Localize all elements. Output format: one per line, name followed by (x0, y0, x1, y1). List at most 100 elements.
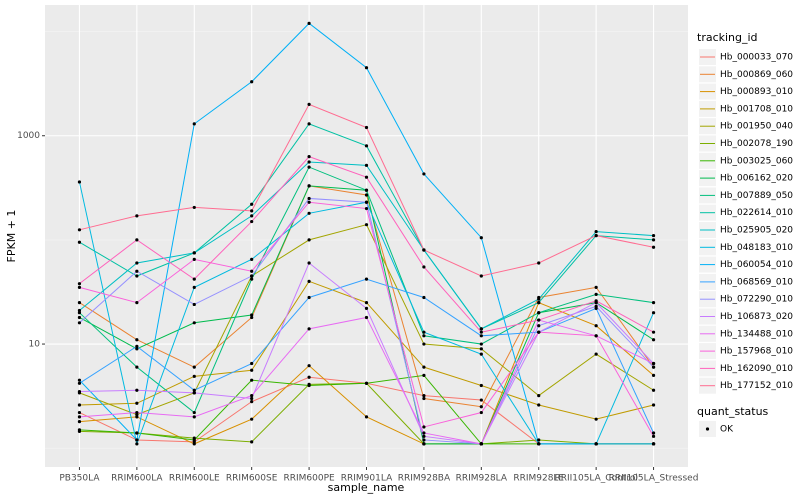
data-point (307, 383, 311, 388)
x-tick-label: RRIM928LE (513, 474, 564, 484)
data-point (422, 365, 426, 369)
data-point (537, 261, 541, 265)
data-point (537, 393, 541, 398)
data-point (250, 396, 254, 401)
data-point (364, 306, 369, 310)
data-point (250, 269, 254, 273)
data-point (250, 257, 254, 261)
data-point (135, 261, 139, 265)
legend-label: Hb_022614_010 (720, 208, 793, 218)
data-point (307, 375, 311, 379)
data-point (594, 352, 598, 356)
x-tick-label: RRIM928LA (456, 474, 508, 484)
legend-label: Hb_000893_010 (720, 87, 793, 97)
shape-legend-title: quant_status (697, 405, 769, 418)
data-point (135, 388, 139, 392)
data-point (77, 308, 82, 313)
data-point (192, 438, 196, 442)
data-point (479, 330, 483, 334)
x-tick-label: RRII105LA_Stressed (609, 474, 699, 484)
data-point (422, 425, 426, 429)
data-point (479, 398, 483, 402)
data-point (651, 365, 656, 369)
data-point (135, 238, 139, 242)
legend-label: Hb_134488_010 (720, 329, 793, 339)
data-point (135, 347, 139, 351)
data-point (250, 219, 254, 224)
data-point (594, 233, 598, 238)
data-point (77, 321, 82, 325)
data-point (364, 188, 369, 192)
data-point (135, 269, 139, 273)
data-point (250, 274, 254, 278)
data-point (77, 301, 82, 305)
data-point (192, 391, 196, 395)
legend-label: Hb_000033_070 (720, 53, 793, 63)
data-point (250, 361, 254, 366)
legend-label: Hb_025905_020 (720, 226, 793, 236)
data-point (77, 381, 82, 385)
data-point (135, 431, 139, 435)
data-point (594, 442, 598, 446)
data-point (479, 327, 483, 331)
data-point (135, 442, 139, 446)
x-tick-label: RRIM600PE (283, 474, 335, 484)
data-point (479, 342, 483, 346)
data-point (250, 80, 254, 84)
data-point (651, 233, 656, 238)
legend-label: Hb_007889_050 (720, 191, 793, 201)
data-point (651, 388, 656, 392)
data-point (537, 403, 541, 407)
data-point (651, 431, 656, 435)
legend-label: Hb_048183_010 (720, 243, 793, 253)
data-point (594, 324, 598, 328)
legend-label: Hb_162090_010 (720, 364, 793, 374)
data-point (77, 282, 82, 286)
x-tick-label: RRIM600LE (169, 474, 220, 484)
data-point (479, 410, 483, 415)
data-point (651, 311, 656, 315)
data-point (250, 400, 254, 404)
data-point (479, 347, 483, 351)
data-point (135, 438, 139, 442)
data-point (422, 434, 426, 438)
x-tick-label: RRIM600LA (111, 474, 163, 484)
data-point (422, 172, 426, 176)
data-point (192, 388, 196, 392)
data-point (192, 257, 196, 261)
data-point (422, 265, 426, 269)
data-point (77, 228, 82, 232)
data-point (77, 285, 82, 289)
data-point (77, 378, 82, 382)
data-point (364, 415, 369, 419)
data-point (537, 442, 541, 446)
legend-label: Hb_060054_010 (720, 260, 793, 270)
data-point (307, 295, 311, 300)
data-point (135, 415, 139, 419)
data-point (422, 393, 426, 398)
data-point (250, 209, 254, 213)
data-point (364, 381, 369, 385)
data-point (479, 274, 483, 278)
data-point (479, 383, 483, 388)
data-point (77, 389, 82, 394)
legend-label: Hb_003025_060 (720, 156, 793, 166)
data-point (364, 193, 369, 197)
data-point (307, 165, 311, 169)
data-point (135, 301, 139, 305)
x-tick-label: PB350LA (59, 474, 100, 484)
data-point (77, 415, 82, 419)
data-point (422, 330, 426, 334)
data-point (422, 442, 426, 446)
data-point (250, 393, 254, 398)
data-point (307, 160, 311, 164)
legend-label: Hb_068569_010 (720, 277, 793, 287)
data-point (77, 240, 82, 244)
data-point (192, 415, 196, 419)
data-point (250, 277, 254, 281)
data-point (250, 417, 254, 421)
data-point (250, 440, 254, 444)
data-point (537, 330, 541, 334)
legend-label: Hb_006162_020 (720, 174, 793, 184)
data-point (250, 368, 254, 372)
